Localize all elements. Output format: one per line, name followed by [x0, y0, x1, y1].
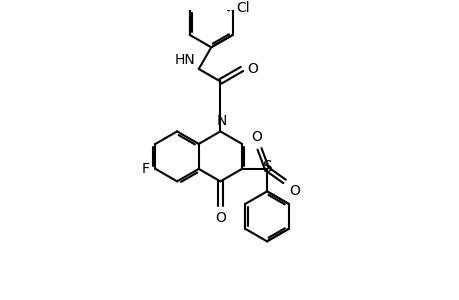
Text: S: S — [263, 160, 272, 175]
Text: O: O — [246, 62, 257, 76]
Text: N: N — [217, 114, 227, 128]
Text: O: O — [289, 184, 300, 198]
Text: F: F — [141, 162, 149, 176]
Text: O: O — [251, 130, 262, 144]
Text: HN: HN — [174, 53, 195, 67]
Text: O: O — [214, 211, 225, 225]
Text: Cl: Cl — [236, 1, 250, 15]
